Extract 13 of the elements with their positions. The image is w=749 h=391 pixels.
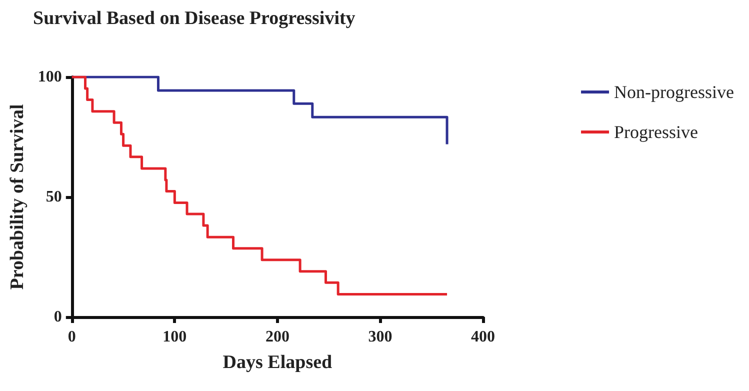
x-tick-label: 200 xyxy=(265,328,290,346)
y-tick-label: 100 xyxy=(38,68,62,86)
y-tick-label: 50 xyxy=(46,188,62,206)
y-tick-label: 0 xyxy=(54,308,62,326)
x-tick-label: 0 xyxy=(68,328,76,346)
x-axis-title: Days Elapsed xyxy=(222,352,333,373)
legend-label: Non-progressive xyxy=(614,82,734,102)
x-tick-label: 300 xyxy=(368,328,392,346)
chart-title: Survival Based on Disease Progressivity xyxy=(33,8,356,29)
x-tick-label: 100 xyxy=(162,328,187,346)
legend-label: Progressive xyxy=(614,122,698,142)
x-tick-label: 400 xyxy=(471,328,495,346)
y-axis-title: Probability of Survival xyxy=(7,104,28,290)
